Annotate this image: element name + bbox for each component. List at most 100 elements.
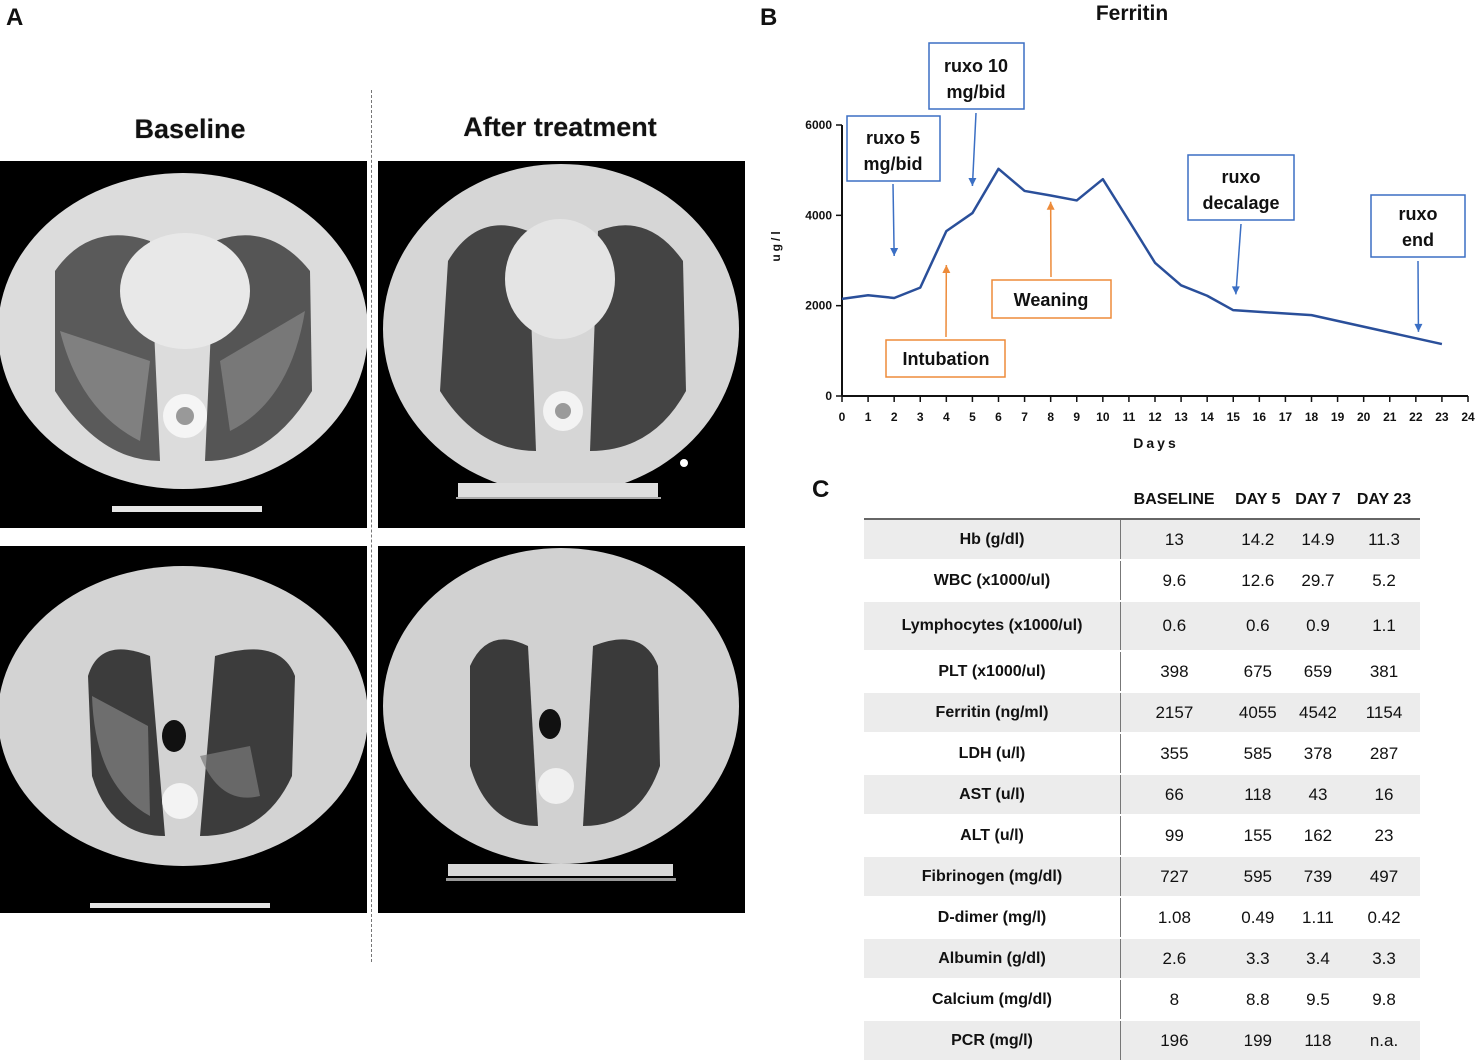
x-tick-label: 23	[1435, 410, 1449, 424]
table-cell: 1.08	[1121, 897, 1228, 938]
table-cell: 12.6	[1228, 560, 1288, 601]
x-tick-label: 3	[917, 410, 924, 424]
panel-label-c: C	[812, 476, 829, 504]
annotation-text: mg/bid	[864, 154, 923, 174]
x-tick-label: 9	[1073, 410, 1080, 424]
annotation-arrowhead	[1232, 286, 1240, 294]
row-label: ALT (u/l)	[864, 815, 1121, 856]
table-cell: 4055	[1228, 692, 1288, 733]
column-header-baseline: BASELINE	[1121, 482, 1228, 519]
row-label: Calcium (mg/dl)	[864, 979, 1121, 1020]
x-tick-label: 1	[865, 410, 872, 424]
annotation-text: Intubation	[903, 349, 990, 369]
x-tick-label: 18	[1305, 410, 1319, 424]
x-tick-label: 12	[1148, 410, 1162, 424]
table-cell: 659	[1288, 651, 1348, 692]
table-cell: 14.9	[1288, 519, 1348, 560]
x-tick-label: 21	[1383, 410, 1397, 424]
x-tick-label: 15	[1227, 410, 1241, 424]
table-cell: 287	[1348, 733, 1420, 774]
annotation-5: Weaning	[992, 202, 1111, 318]
y-tick-label: 6000	[805, 118, 832, 132]
table-cell: 155	[1228, 815, 1288, 856]
row-label: LDH (u/l)	[864, 733, 1121, 774]
annotation-text: ruxo	[1398, 204, 1437, 224]
table-cell: 5.2	[1348, 560, 1420, 601]
column-header-day5: DAY 5	[1228, 482, 1288, 519]
table-cell: 2.6	[1121, 938, 1228, 979]
row-label: Albumin (g/dl)	[864, 938, 1121, 979]
table-cell: 675	[1228, 651, 1288, 692]
table-cell: 9.8	[1348, 979, 1420, 1020]
table-cell: 1.11	[1288, 897, 1348, 938]
x-tick-label: 6	[995, 410, 1002, 424]
column-header-parameter	[864, 482, 1121, 519]
annotation-arrow	[1236, 224, 1241, 294]
table-cell: 3.4	[1288, 938, 1348, 979]
row-label: PLT (x1000/ul)	[864, 651, 1121, 692]
table-cell: 2157	[1121, 692, 1228, 733]
table-cell: 11.3	[1348, 519, 1420, 560]
table-cell: 118	[1288, 1020, 1348, 1060]
table-cell: 1.1	[1348, 601, 1420, 651]
row-label: PCR (mg/l)	[864, 1020, 1121, 1060]
x-tick-label: 4	[943, 410, 950, 424]
table-cell: 378	[1288, 733, 1348, 774]
ct-scan-baseline-lower	[0, 161, 367, 528]
table-cell: 398	[1121, 651, 1228, 692]
table-cell: 196	[1121, 1020, 1228, 1060]
annotation-arrow	[972, 113, 976, 186]
x-tick-label: 2	[891, 410, 898, 424]
x-tick-label: 10	[1096, 410, 1110, 424]
row-label: AST (u/l)	[864, 774, 1121, 815]
table-cell: 8.8	[1228, 979, 1288, 1020]
table-cell: 381	[1348, 651, 1420, 692]
table-cell: 727	[1121, 856, 1228, 897]
annotation-4: Intubation	[886, 265, 1005, 377]
table-cell: 66	[1121, 774, 1228, 815]
y-tick-label: 0	[825, 389, 832, 403]
row-label: Ferritin (ng/ml)	[864, 692, 1121, 733]
x-tick-label: 24	[1461, 410, 1475, 424]
table-cell: 29.7	[1288, 560, 1348, 601]
annotation-text: ruxo 10	[944, 56, 1008, 76]
x-tick-label: 14	[1200, 410, 1214, 424]
x-axis-label: Days	[1133, 435, 1178, 451]
table-cell: 595	[1228, 856, 1288, 897]
annotation-text: ruxo	[1221, 167, 1260, 187]
table-cell: 1154	[1348, 692, 1420, 733]
after-treatment-header: After treatment	[410, 112, 710, 143]
table-cell: 9.6	[1121, 560, 1228, 601]
panel-label-a: A	[6, 4, 23, 32]
annotation-text: Weaning	[1014, 290, 1089, 310]
y-tick-label: 4000	[805, 208, 832, 222]
x-tick-label: 19	[1331, 410, 1345, 424]
table-cell: 355	[1121, 733, 1228, 774]
table-cell: 4542	[1288, 692, 1348, 733]
table-cell: 0.6	[1228, 601, 1288, 651]
x-tick-label: 7	[1021, 410, 1028, 424]
table-cell: 8	[1121, 979, 1228, 1020]
chart-title: Ferritin	[1096, 2, 1168, 25]
annotation-text: ruxo 5	[866, 128, 920, 148]
table-cell: 43	[1288, 774, 1348, 815]
annotation-arrowhead	[1047, 202, 1055, 210]
row-label: Fibrinogen (mg/dl)	[864, 856, 1121, 897]
x-tick-label: 8	[1047, 410, 1054, 424]
table-cell: 162	[1288, 815, 1348, 856]
x-tick-label: 16	[1253, 410, 1267, 424]
table-cell: 739	[1288, 856, 1348, 897]
annotation-arrowhead	[968, 178, 976, 186]
